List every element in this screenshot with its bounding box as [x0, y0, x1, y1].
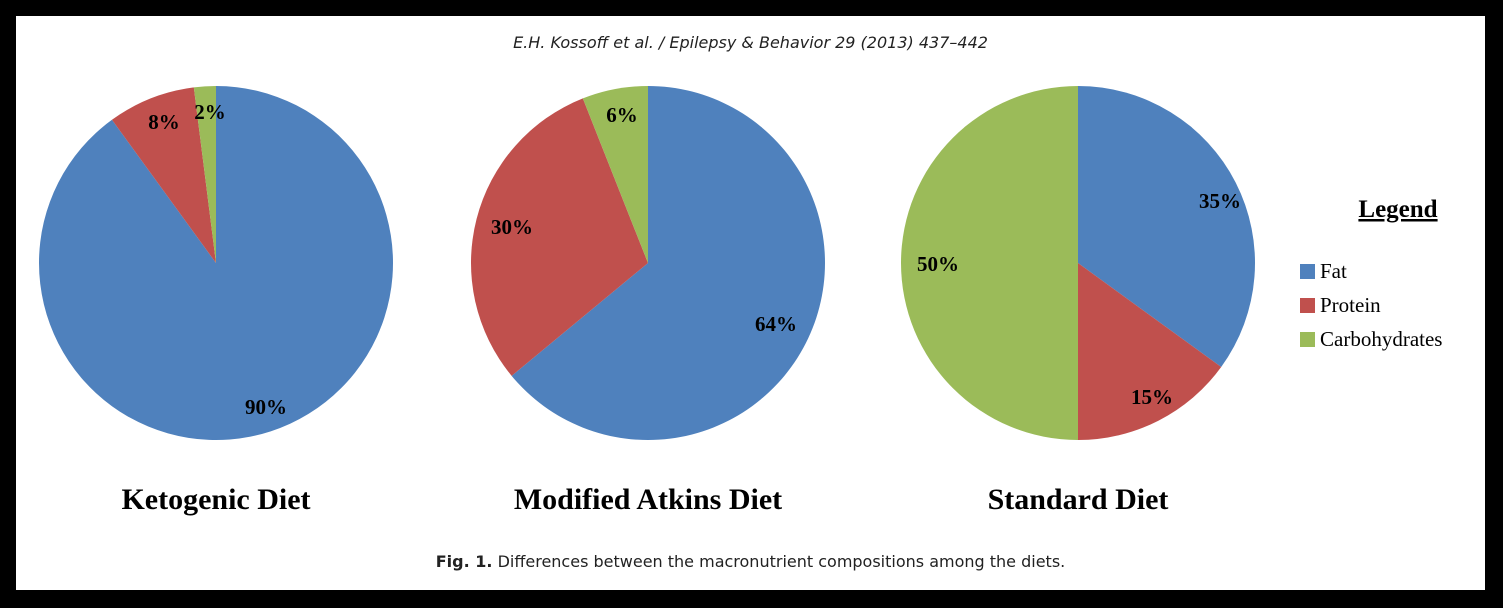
pie-0: 90% 8% 2% Ketogenic Diet [38, 86, 393, 516]
pie-slice-fat [1078, 86, 1255, 368]
figure-panel: E.H. Kossoff et al. / Epilepsy & Behavio… [16, 16, 1485, 590]
slice-value-label: 8% [148, 110, 180, 134]
pie-slice-carbohydrates [582, 86, 648, 263]
caption-prefix: Fig. 1. [435, 552, 493, 571]
pie-1: 64% 30% 6% Modified Atkins Diet [471, 86, 825, 516]
slice-value-label: 30% [491, 215, 533, 239]
slice-value-label: 35% [1199, 189, 1241, 213]
slice-value-label: 15% [1131, 385, 1173, 409]
legend-swatch-carbohydrates [1300, 332, 1315, 347]
pie-charts: 90% 8% 2% Ketogenic Diet 64% 30% 6% Modified At… [38, 86, 1442, 516]
pie-2: 35% 15% 50% Standard Diet [901, 86, 1255, 516]
legend-label-carbohydrates: Carbohydrates [1320, 327, 1442, 351]
slice-value-label: 2% [194, 100, 226, 124]
legend-swatch-protein [1300, 298, 1315, 313]
pie-slice-carbohydrates [901, 86, 1078, 440]
pie-slice-fat [38, 86, 393, 440]
pie-title: Ketogenic Diet [121, 483, 310, 516]
pie-title: Modified Atkins Diet [514, 483, 782, 516]
slice-value-label: 64% [755, 312, 797, 336]
legend-title: Legend [1358, 196, 1437, 223]
pie-slice-fat [511, 86, 825, 440]
pie-slice-protein [471, 98, 648, 376]
journal-header: E.H. Kossoff et al. / Epilepsy & Behavio… [513, 33, 988, 52]
slice-value-label: 90% [245, 395, 287, 419]
legend-swatch-fat [1300, 264, 1315, 279]
legend-label-fat: Fat [1320, 259, 1347, 283]
pie-title: Standard Diet [988, 483, 1169, 516]
pie-slice-protein [1078, 263, 1222, 440]
slice-value-label: 6% [606, 103, 638, 127]
figure-caption: Fig. 1. Differences between the macronut… [16, 552, 1485, 571]
caption-text: Differences between the macronutrient co… [497, 552, 1066, 571]
pie-slice-carbohydrates [193, 86, 216, 263]
legend-label-protein: Protein [1320, 293, 1381, 317]
slice-value-label: 50% [917, 252, 959, 276]
pie-slice-protein [111, 87, 216, 264]
legend: Legend Fat Protein Carbohydrates [1300, 196, 1442, 351]
